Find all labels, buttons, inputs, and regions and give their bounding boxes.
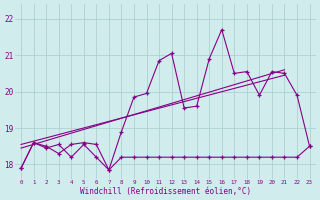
X-axis label: Windchill (Refroidissement éolien,°C): Windchill (Refroidissement éolien,°C) (80, 187, 251, 196)
